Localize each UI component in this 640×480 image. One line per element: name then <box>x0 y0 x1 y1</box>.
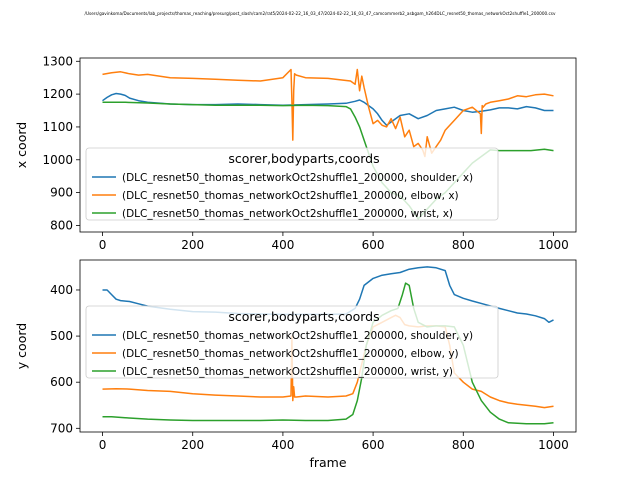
x-tick-label: 400 <box>271 438 294 452</box>
top-panel: 0 200 400 600 800 1000 800 900 1000 1100 1200 1300 x… <box>14 54 577 252</box>
legend-title: scorer,bodyparts,coords <box>228 309 379 324</box>
x-tick-label: 0 <box>99 438 107 452</box>
y-tick-label: 400 <box>50 283 73 297</box>
x-tick-label: 600 <box>362 438 385 452</box>
legend-title: scorer,bodyparts,coords <box>228 151 379 166</box>
x-tick-label: 1000 <box>538 438 569 452</box>
legend-box <box>85 147 499 221</box>
legend-entry-shoulder: (DLC_resnet50_thomas_networkOct2shuffle1… <box>122 330 473 342</box>
x-tick-label: 0 <box>99 238 107 252</box>
legend-box <box>85 305 499 379</box>
x-tick-label: 200 <box>181 438 204 452</box>
y-tick-label: 600 <box>50 375 73 389</box>
axes-frame <box>79 259 577 433</box>
legend-entry-wrist: (DLC_resnet50_thomas_networkOct2shuffle1… <box>122 366 453 378</box>
x-tick-label: 800 <box>452 238 475 252</box>
legend: scorer,bodyparts,coords (DLC_resnet50_tho… <box>85 305 499 379</box>
y-tick-label: 1100 <box>42 120 73 134</box>
y-tick-label: 700 <box>50 421 73 435</box>
figure-suptitle: /Users/gavinkoma/Documents/lab_projects/… <box>85 11 556 16</box>
bottom-panel: 0 200 400 600 800 1000 400 500 600 700 y coord fram… <box>14 259 577 470</box>
x-tick-label: 600 <box>362 238 385 252</box>
x-axis-label: frame <box>309 455 346 470</box>
legend-entry-elbow: (DLC_resnet50_thomas_networkOct2shuffle1… <box>122 348 459 360</box>
x-tick-label: 1000 <box>538 238 569 252</box>
x-tick-label: 200 <box>181 238 204 252</box>
y-tick-label: 1200 <box>42 87 73 101</box>
axes-frame <box>79 57 577 233</box>
y-tick-label: 1000 <box>42 153 73 167</box>
x-tick-label: 400 <box>271 238 294 252</box>
y-tick-label: 500 <box>50 329 73 343</box>
y-axis-label: y coord <box>14 323 29 369</box>
y-tick-label: 1300 <box>42 54 73 68</box>
legend-entry-wrist: (DLC_resnet50_thomas_networkOct2shuffle1… <box>122 208 453 220</box>
y-axis-label: x coord <box>14 122 29 168</box>
y-tick-label: 800 <box>50 218 73 232</box>
y-tick-label: 900 <box>50 186 73 200</box>
x-tick-label: 800 <box>452 438 475 452</box>
legend-entry-shoulder: (DLC_resnet50_thomas_networkOct2shuffle1… <box>122 172 473 184</box>
legend-entry-elbow: (DLC_resnet50_thomas_networkOct2shuffle1… <box>122 190 459 202</box>
series-line-elbow <box>102 68 554 158</box>
series-line-shoulder <box>102 92 554 127</box>
legend: scorer,bodyparts,coords (DLC_resnet50_tho… <box>85 147 499 221</box>
